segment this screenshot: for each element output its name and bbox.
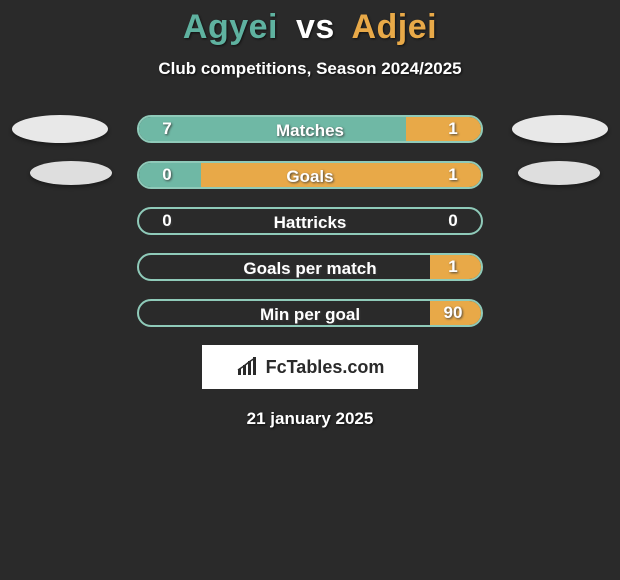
stat-bar: Min per goal: [137, 299, 483, 327]
stat-bar-left: [139, 117, 406, 141]
stat-bar-right: [430, 255, 481, 279]
stat-label: Hattricks: [139, 209, 481, 235]
avatar-oval-right: [512, 115, 608, 143]
stat-bar-right: [201, 163, 481, 187]
footer-date: 21 january 2025: [0, 409, 620, 429]
stat-row: Hattricks00: [0, 207, 620, 235]
stat-bar: Hattricks: [137, 207, 483, 235]
stat-bar: Matches: [137, 115, 483, 143]
stat-bar-right: [430, 301, 481, 325]
bars-icon: [236, 357, 260, 377]
stat-bar-right: [406, 117, 481, 141]
avatar-oval-left: [30, 161, 112, 185]
stat-bar: Goals: [137, 161, 483, 189]
player1-name: Agyei: [183, 8, 278, 46]
stat-row: Matches71: [0, 115, 620, 143]
player2-name: Adjei: [351, 8, 437, 46]
stat-row: Min per goal90: [0, 299, 620, 327]
stat-bar: Goals per match: [137, 253, 483, 281]
subtitle: Club competitions, Season 2024/2025: [0, 59, 620, 79]
avatar-oval-left: [12, 115, 108, 143]
stat-row: Goals01: [0, 161, 620, 189]
avatar-oval-right: [518, 161, 600, 185]
stat-row: Goals per match1: [0, 253, 620, 281]
stat-bar-left: [139, 163, 201, 187]
brand-box[interactable]: FcTables.com: [202, 345, 418, 389]
brand-text: FcTables.com: [266, 357, 385, 378]
page-title: Agyei vs Adjei: [0, 0, 620, 47]
comparison-chart: Matches71 Goals01 Hattricks00 Goals per mat…: [0, 115, 620, 327]
vs-label: vs: [296, 8, 335, 46]
